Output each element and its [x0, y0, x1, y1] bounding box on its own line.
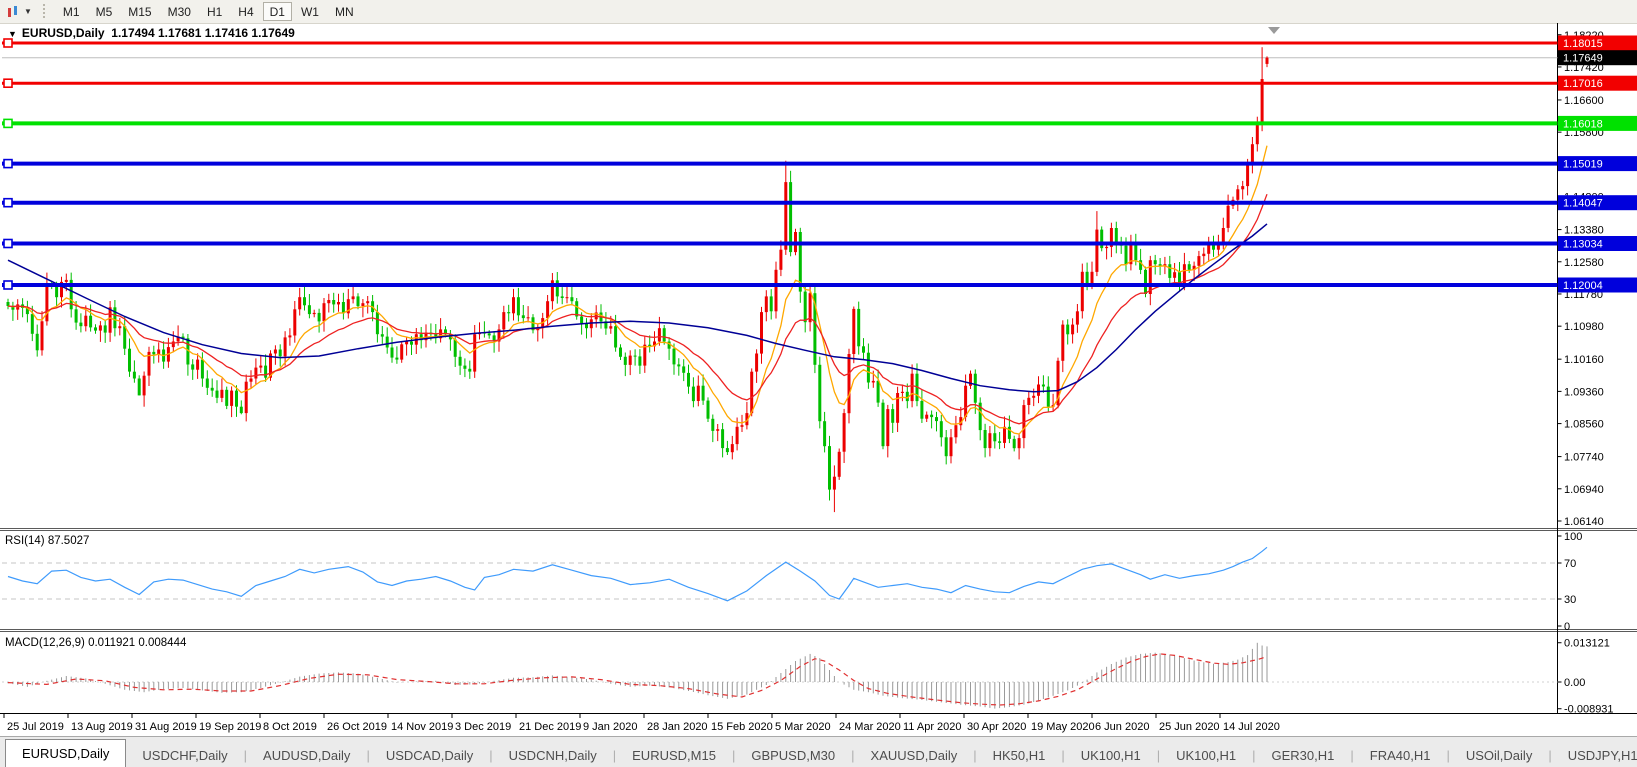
svg-text:25 Jun 2020: 25 Jun 2020 [1159, 721, 1220, 733]
timeframe-button-m5[interactable]: M5 [89, 2, 120, 21]
svg-text:-0.008931: -0.008931 [1564, 704, 1614, 716]
collapse-triangle-icon[interactable]: ▼ [8, 29, 17, 39]
tab-usdcnh-daily[interactable]: USDCNH,Daily [508, 748, 597, 763]
chart-tabs: EURUSD,Daily USDCHF,Daily | AUDUSD,Daily | US… [5, 739, 1637, 767]
svg-text:19 May 2020: 19 May 2020 [1031, 721, 1095, 733]
tab-separator: | [1156, 748, 1161, 763]
svg-text:21 Dec 2019: 21 Dec 2019 [519, 721, 581, 733]
svg-text:1.16600: 1.16600 [1564, 95, 1604, 107]
tab-separator: | [1061, 748, 1065, 763]
tab-usdchf-daily[interactable]: USDCHF,Daily [142, 748, 228, 763]
svg-text:1.10160: 1.10160 [1564, 354, 1604, 366]
svg-text:6 Jun 2020: 6 Jun 2020 [1095, 721, 1149, 733]
svg-text:15 Feb 2020: 15 Feb 2020 [711, 721, 773, 733]
timeframe-button-m30[interactable]: M30 [161, 2, 198, 21]
svg-text:1.09360: 1.09360 [1564, 386, 1604, 398]
tab-usdjpy-h1[interactable]: USDJPY,H1 [1567, 748, 1637, 763]
svg-text:3 Dec 2019: 3 Dec 2019 [455, 721, 511, 733]
timeframe-button-w1[interactable]: W1 [294, 2, 326, 21]
tab-usdcad-daily[interactable]: USDCAD,Daily [385, 748, 474, 763]
svg-text:1.14047: 1.14047 [1563, 198, 1603, 210]
tab-separator: | [731, 748, 736, 763]
tab-separator: | [1548, 748, 1552, 763]
tab-separator: | [612, 748, 617, 763]
svg-text:1.13380: 1.13380 [1564, 225, 1604, 237]
tab-audusd-daily[interactable]: AUDUSD,Daily [263, 748, 351, 763]
svg-text:1.15019: 1.15019 [1563, 159, 1603, 171]
chart-tabs-bar: EURUSD,Daily USDCHF,Daily | AUDUSD,Daily | US… [0, 736, 1637, 767]
timeframe-button-d1[interactable]: D1 [262, 2, 292, 21]
svg-text:1.17649: 1.17649 [1563, 53, 1603, 65]
tab-separator: | [1446, 748, 1450, 763]
svg-text:1.18015: 1.18015 [1563, 38, 1603, 50]
chart-symbol-label: EURUSD,Daily [21, 26, 105, 40]
macd-indicator-label: MACD(12,26,9) 0.011921 0.008444 [5, 637, 187, 649]
svg-text:1.08560: 1.08560 [1564, 419, 1604, 431]
svg-text:11 Apr 2020: 11 Apr 2020 [903, 721, 962, 733]
svg-text:26 Oct 2019: 26 Oct 2019 [327, 721, 387, 733]
tab-xauusd-daily[interactable]: XAUUSD,Daily [870, 748, 958, 763]
svg-text:1.17016: 1.17016 [1563, 78, 1603, 90]
tab-uk100-h1[interactable]: UK100,H1 [1176, 748, 1237, 763]
tab-separator: | [489, 748, 493, 763]
timeframe-buttons: M1 M5 M15 M30 H1 H4 D1 W1 MN [55, 2, 362, 21]
svg-text:1.07740: 1.07740 [1564, 452, 1604, 464]
tab-uk100-h1[interactable]: UK100,H1 [1080, 748, 1141, 763]
tab-separator: | [973, 748, 977, 763]
svg-text:1.06940: 1.06940 [1564, 484, 1604, 496]
chart-type-icon[interactable] [6, 5, 22, 19]
svg-text:25 Jul 2019: 25 Jul 2019 [7, 721, 64, 733]
tab-fra40-h1[interactable]: FRA40,H1 [1369, 748, 1431, 763]
svg-text:1.06140: 1.06140 [1564, 516, 1604, 528]
svg-text:100: 100 [1564, 531, 1582, 543]
timeframe-button-m1[interactable]: M1 [56, 2, 87, 21]
toolbar-grip[interactable] [41, 3, 47, 20]
svg-text:9 Jan 2020: 9 Jan 2020 [583, 721, 637, 733]
svg-text:70: 70 [1564, 558, 1576, 570]
svg-text:1.12580: 1.12580 [1564, 257, 1604, 269]
svg-text:30: 30 [1564, 594, 1576, 606]
tab-ger30-h1[interactable]: GER30,H1 [1271, 748, 1335, 763]
tab-separator: | [366, 748, 370, 763]
timeframe-button-h1[interactable]: H1 [200, 2, 229, 21]
chart-quote-ohlc: 1.17494 1.17681 1.17416 1.17649 [111, 26, 295, 40]
chart-canvas[interactable]: 1.182201.174201.166001.158001.150001.142… [0, 23, 1637, 736]
svg-text:1.16018: 1.16018 [1563, 118, 1603, 130]
tab-usoil-daily[interactable]: USOil,Daily [1465, 748, 1533, 763]
timeframe-button-m15[interactable]: M15 [121, 2, 158, 21]
tab-separator: | [851, 748, 855, 763]
timeframe-toolbar: ▼ M1 M5 M15 M30 H1 H4 D1 W1 MN [0, 0, 1637, 24]
svg-text:13 Aug 2019: 13 Aug 2019 [71, 721, 133, 733]
chart-type-dropdown-caret-icon[interactable]: ▼ [24, 7, 32, 16]
svg-text:1.13034: 1.13034 [1563, 238, 1603, 250]
svg-text:5 Mar 2020: 5 Mar 2020 [775, 721, 831, 733]
tab-gbpusd-m30[interactable]: GBPUSD,M30 [751, 748, 836, 763]
svg-text:14 Nov 2019: 14 Nov 2019 [391, 721, 453, 733]
svg-text:30 Apr 2020: 30 Apr 2020 [967, 721, 1026, 733]
svg-text:8 Oct 2019: 8 Oct 2019 [263, 721, 317, 733]
tab-eurusd-daily[interactable]: EURUSD,Daily [5, 739, 127, 767]
svg-text:19 Sep 2019: 19 Sep 2019 [199, 721, 261, 733]
timeframe-button-mn[interactable]: MN [328, 2, 361, 21]
tab-separator: | [243, 748, 248, 763]
svg-text:24 Mar 2020: 24 Mar 2020 [839, 721, 901, 733]
svg-text:31 Aug 2019: 31 Aug 2019 [135, 721, 197, 733]
tab-separator: | [1350, 748, 1354, 763]
svg-text:0: 0 [1564, 621, 1570, 633]
svg-text:1.12004: 1.12004 [1563, 280, 1603, 292]
tab-separator: | [1252, 748, 1256, 763]
tab-eurusd-m15[interactable]: EURUSD,M15 [632, 748, 716, 763]
rsi-indicator-label: RSI(14) 87.5027 [5, 535, 90, 547]
svg-text:14 Jul 2020: 14 Jul 2020 [1223, 721, 1280, 733]
svg-text:0.00: 0.00 [1564, 677, 1585, 689]
timeframe-button-h4[interactable]: H4 [231, 2, 260, 21]
svg-text:1.10980: 1.10980 [1564, 321, 1604, 333]
svg-text:0.013121: 0.013121 [1564, 638, 1610, 650]
chart-title: ▼ EURUSD,Daily 1.17494 1.17681 1.17416 1.… [8, 26, 295, 40]
tab-hk50-h1[interactable]: HK50,H1 [992, 748, 1046, 763]
svg-text:28 Jan 2020: 28 Jan 2020 [647, 721, 708, 733]
